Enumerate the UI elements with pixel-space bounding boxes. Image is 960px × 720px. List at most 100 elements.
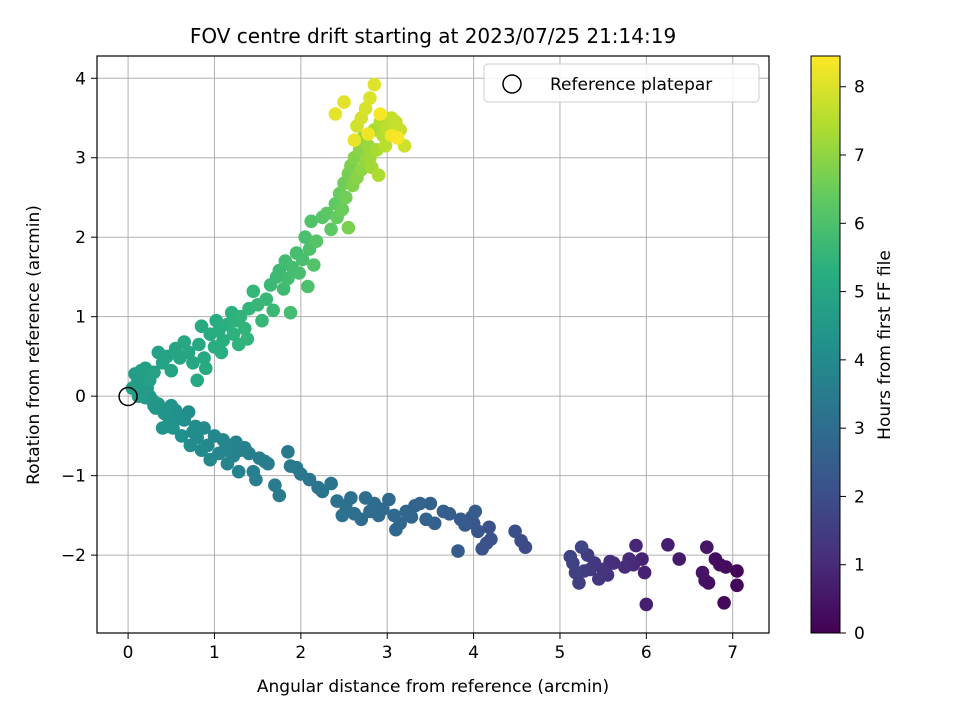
colorbar-tick-label: 5 [854,283,865,303]
data-point [233,309,248,324]
data-point [637,565,652,580]
data-point [330,494,344,508]
data-points [125,77,744,612]
data-point [475,542,490,556]
y-tick-label: 4 [75,69,86,89]
data-point [335,202,350,217]
colorbar-tick-label: 3 [854,419,865,439]
data-point [252,451,267,466]
data-point [281,445,295,459]
y-axis: −2 −1 0 1 2 3 4 [61,69,97,566]
data-point [183,438,198,453]
data-point [194,319,209,334]
y-axis-label: Rotation from reference (arcmin) [24,205,44,485]
data-point [190,373,204,388]
data-point [259,292,274,307]
data-point [283,459,298,473]
colorbar-gradient [810,55,841,634]
data-point [508,524,522,539]
colorbar: 0 1 2 3 4 5 6 7 8 Hours from first FF file [810,55,895,644]
data-point [592,572,606,586]
data-point [717,596,731,610]
data-point [307,258,321,272]
colorbar-tick-label: 6 [854,214,865,234]
data-point [174,429,189,443]
data-point [324,476,338,491]
data-point [155,421,170,435]
y-tick-label: 0 [75,387,86,407]
data-point [246,464,261,479]
data-point [309,234,324,248]
colorbar-tick-label: 8 [854,78,865,98]
x-tick-label: 7 [727,643,738,663]
data-point [629,538,643,553]
colorbar-tick-label: 2 [854,487,865,507]
data-point [214,345,229,360]
x-tick-label: 0 [123,643,134,663]
colorbar-ticks: 0 1 2 3 4 5 6 7 8 [840,78,865,644]
data-point [371,168,386,182]
data-point [730,578,744,593]
data-point [320,206,334,221]
data-point [639,597,654,612]
data-point [199,361,213,376]
data-point [226,327,241,342]
y-tick-label: −1 [61,467,86,487]
data-point [328,107,343,121]
data-point [181,345,196,360]
data-point [272,488,287,503]
data-point [240,332,255,346]
grid [97,56,769,633]
data-point [304,214,319,229]
y-tick-label: 3 [75,149,86,169]
data-point [292,266,306,280]
x-axis-label: Angular distance from reference (arcmin) [257,677,609,697]
data-point [708,552,723,566]
plot-frame [96,55,770,634]
data-point [216,333,230,348]
data-point [389,522,403,537]
data-point [324,222,338,237]
data-point [347,507,362,521]
x-tick-label: 3 [382,643,393,663]
data-point [341,220,356,235]
data-point [231,464,246,479]
data-point [419,512,433,527]
data-point [276,282,291,296]
data-point [209,313,223,328]
data-point [390,131,405,145]
data-point [672,552,686,566]
colorbar-tick-label: 7 [854,146,865,166]
data-point [255,313,269,328]
data-point [295,252,310,267]
data-point [378,139,393,153]
y-tick-label: −2 [61,546,86,566]
x-tick-label: 5 [555,643,566,663]
data-point [177,335,191,349]
data-point [186,425,200,439]
data-point [186,356,200,370]
data-point [453,512,468,527]
data-point [361,127,376,141]
data-point [363,504,377,519]
data-point [574,540,589,554]
data-point [311,480,325,495]
data-point [197,351,211,365]
data-point [363,91,377,105]
data-point [399,504,414,519]
y-tick-label: 2 [75,228,86,248]
colorbar-tick-label: 4 [854,351,865,371]
x-tick-label: 2 [295,643,306,663]
legend-box [483,63,760,103]
x-axis: 0 1 2 3 4 5 6 7 [123,633,738,663]
data-point [618,560,632,574]
data-point [482,520,496,535]
data-point [423,496,438,511]
data-point [436,504,451,519]
data-point [358,491,373,505]
legend-label: Reference platepar [550,75,712,95]
x-tick-label: 1 [209,643,220,663]
data-point [468,504,483,519]
